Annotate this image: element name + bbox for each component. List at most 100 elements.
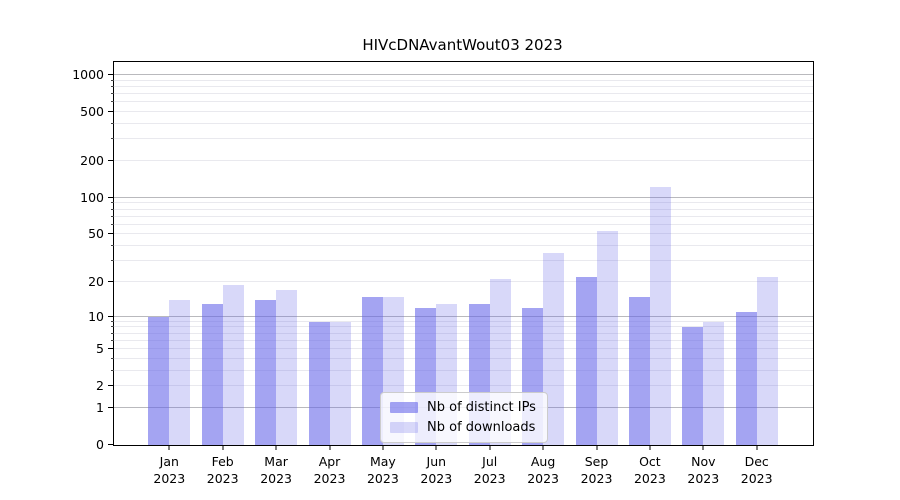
y-tick-minor [111, 85, 114, 87]
gridline-minor [114, 123, 813, 124]
gridline-minor [114, 320, 813, 322]
y-tick-minor [111, 369, 114, 371]
legend: Nb of distinct IPs Nb of downloads [380, 392, 548, 443]
gridline-minor [114, 385, 813, 387]
bar-group-jan-2023 [148, 62, 191, 445]
gridline-minor [114, 280, 813, 282]
y-tick [108, 406, 114, 408]
y-tick-minor [111, 332, 114, 334]
y-tick-minor [111, 223, 114, 225]
x-tick-label-aug-2023: Aug 2023 [527, 454, 559, 486]
legend-item-distinct-ips: Nb of distinct IPs [390, 400, 538, 415]
y-tick-minor [111, 101, 114, 103]
gridline-minor [114, 233, 813, 235]
x-tick-label-oct-2023: Oct 2023 [633, 454, 666, 486]
bar-nb-of-distinct-ips-may-2023 [361, 296, 383, 445]
axis-ticks-layer: 0 1 2 5 10 20 50 100 200 500 1000 Jan 2023 Feb 2023 M… [72, 62, 813, 487]
bar-nb-of-distinct-ips-oct-2023 [628, 296, 650, 445]
bars-layer [114, 62, 813, 445]
y-tick-minor [111, 79, 114, 81]
y-tick-minor [111, 326, 114, 328]
y-tick [108, 385, 114, 387]
chart-title: HIVcDNAvantWout03 2023 [362, 36, 563, 54]
y-tick [108, 74, 114, 75]
bar-group-nov-2023 [682, 62, 725, 445]
bar-group-apr-2023 [308, 62, 351, 445]
x-tick-label-sep-2023: Sep 2023 [580, 454, 613, 486]
y-tick [108, 159, 114, 161]
x-tick [649, 445, 651, 450]
bar-nb-of-distinct-ips-mar-2023 [255, 299, 277, 445]
gridline-minor [114, 326, 813, 328]
y-tick [108, 280, 114, 282]
y-tick-label-50: 50 [88, 226, 104, 242]
legend-label-downloads: Nb of downloads [427, 420, 536, 435]
y-tick [108, 444, 114, 445]
x-tick [542, 445, 544, 450]
bar-nb-of-distinct-ips-jan-2023 [148, 316, 170, 445]
gridline-minor [114, 215, 813, 217]
gridline-major [114, 315, 813, 317]
bar-group-dec-2023 [735, 62, 778, 445]
gridline-minor [114, 208, 813, 210]
y-tick-label-1: 1 [96, 399, 104, 415]
bar-nb-of-downloads-aug-2023 [543, 253, 565, 445]
bar-nb-of-distinct-ips-nov-2023 [682, 327, 704, 445]
bar-nb-of-downloads-sep-2023 [596, 231, 618, 445]
gridline-minor [114, 79, 813, 81]
gridline-minor [114, 85, 813, 87]
y-tick [108, 348, 114, 350]
y-tick-minor [111, 339, 114, 341]
gridline-minor [114, 339, 813, 341]
bar-nb-of-downloads-dec-2023 [756, 277, 778, 445]
grid-layer [114, 62, 813, 445]
y-tick [108, 233, 114, 235]
y-tick-label-20: 20 [88, 273, 104, 289]
bar-nb-of-distinct-ips-dec-2023 [735, 311, 757, 445]
y-tick-label-1000: 1000 [72, 67, 104, 82]
gridline-minor [114, 101, 813, 103]
x-tick [596, 445, 597, 450]
y-tick-minor [111, 93, 114, 95]
bar-nb-of-downloads-feb-2023 [222, 284, 244, 445]
x-tick [329, 445, 330, 450]
bar-nb-of-distinct-ips-feb-2023 [201, 303, 223, 445]
x-tick-label-jun-2023: Jun 2023 [420, 454, 453, 486]
gridline-minor [114, 138, 813, 140]
x-tick-label-may-2023: May 2023 [366, 454, 399, 486]
y-tick-label-100: 100 [80, 189, 104, 205]
y-tick-minor [111, 202, 114, 204]
y-tick-label-10: 10 [88, 308, 104, 324]
gridline-minor [114, 332, 813, 334]
x-tick-label-dec-2023: Dec 2023 [740, 454, 773, 486]
x-tick [222, 445, 224, 450]
plot-area: 0 1 2 5 10 20 50 100 200 500 1000 Jan 2023 Feb 2023 M… [72, 61, 814, 487]
y-tick-minor [111, 320, 114, 322]
legend-swatch-downloads [390, 422, 418, 433]
y-tick [108, 196, 114, 198]
bar-nb-of-distinct-ips-sep-2023 [575, 277, 597, 445]
legend-item-downloads: Nb of downloads [390, 420, 538, 435]
gridline-minor [114, 245, 813, 247]
bar-nb-of-downloads-mar-2023 [276, 290, 298, 445]
y-tick-minor [111, 123, 114, 124]
y-tick-minor [111, 138, 114, 140]
gridline-minor [114, 357, 813, 359]
bar-nb-of-downloads-apr-2023 [329, 321, 351, 445]
x-tick [275, 445, 277, 450]
x-tick-label-feb-2023: Feb 2023 [206, 454, 239, 486]
bar-nb-of-downloads-nov-2023 [703, 321, 725, 445]
gridline-minor [114, 93, 813, 95]
legend-swatch-distinct-ips [390, 402, 418, 413]
y-tick-label-500: 500 [80, 104, 104, 120]
x-tick-label-jul-2023: Jul 2023 [473, 454, 506, 486]
y-tick-minor [111, 215, 114, 217]
gridline-major [114, 74, 813, 75]
gridline-minor [114, 111, 813, 113]
gridline-minor [114, 369, 813, 371]
x-tick-label-mar-2023: Mar 2023 [260, 454, 292, 486]
x-tick [435, 445, 437, 450]
y-tick-minor [111, 260, 114, 262]
y-tick [108, 111, 114, 113]
bar-nb-of-downloads-jan-2023 [169, 299, 191, 445]
